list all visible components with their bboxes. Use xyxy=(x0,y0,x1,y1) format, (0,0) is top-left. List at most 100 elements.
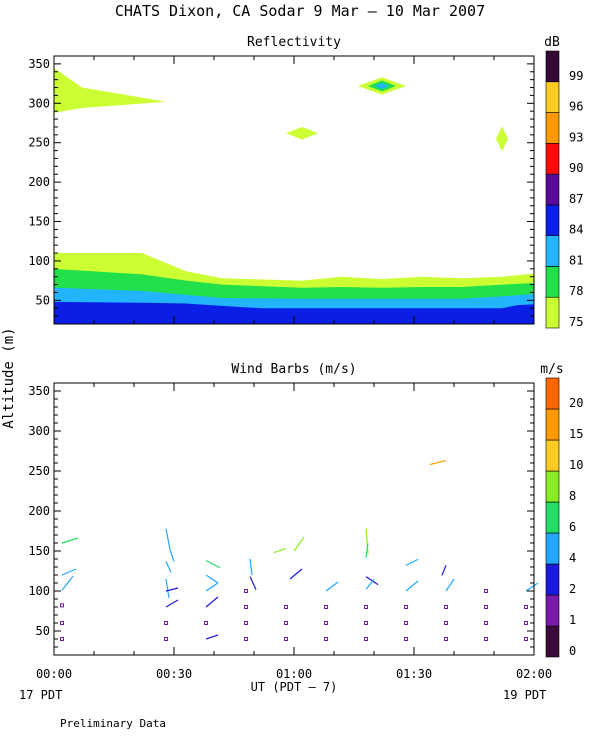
wind-barb-calm xyxy=(284,637,288,641)
footnote: Preliminary Data xyxy=(60,717,166,730)
wind-y-tick-label: 350 xyxy=(28,384,50,398)
wind-y-tick-label: 50 xyxy=(36,624,50,638)
wind-barb-calm xyxy=(204,621,208,625)
wind-barb-calm xyxy=(364,605,368,609)
reflectivity-plot-area xyxy=(54,67,534,324)
wind-barb xyxy=(205,582,219,592)
wind-y-tick-label: 250 xyxy=(28,464,50,478)
wind-barb xyxy=(249,558,253,576)
wind-barb-calm xyxy=(284,621,288,625)
reflectivity-colorbar-label: 78 xyxy=(569,284,583,298)
wind-colorbar-swatch xyxy=(545,377,560,410)
reflectivity-colorbar-label: 84 xyxy=(569,223,583,237)
wind-barb-calm xyxy=(404,621,408,625)
wind-y-tick-label: 100 xyxy=(28,584,50,598)
wind-y-tick-label: 300 xyxy=(28,424,50,438)
wind-colorbar: 0 1 2 4 6 8 10 15 20 m/s xyxy=(540,362,583,658)
wind-barb xyxy=(165,578,170,599)
wind-colorbar-label: 4 xyxy=(569,551,576,565)
wind-colorbar-swatch xyxy=(545,563,560,596)
wind-barb-calm xyxy=(60,637,64,641)
wind-barb xyxy=(405,580,419,592)
reflectivity-y-tick-label: 50 xyxy=(36,293,50,307)
wind-barb xyxy=(441,565,447,576)
reflectivity-y-tick-label: 350 xyxy=(28,57,50,71)
wind-barb xyxy=(205,560,221,569)
wind-barb xyxy=(445,578,455,592)
wind-colorbar-label: 1 xyxy=(569,613,576,627)
wind-barb xyxy=(205,596,219,608)
wind-barb-calm xyxy=(484,637,488,641)
wind-barb-calm xyxy=(244,637,248,641)
wind-frame xyxy=(53,382,535,656)
wind-barb xyxy=(293,536,305,552)
reflectivity-patch xyxy=(286,126,318,140)
wind-barb-calm xyxy=(284,605,288,609)
reflectivity-colorbar: 75 78 81 84 87 90 93 96 99 dB xyxy=(544,35,583,329)
wind-barb-calm xyxy=(60,603,64,608)
x-tick-label: 02:00 xyxy=(516,667,552,681)
wind-title: Wind Barbs (m/s) xyxy=(231,362,356,377)
reflectivity-colorbar-swatch xyxy=(545,173,560,206)
reflectivity-patch xyxy=(374,82,390,90)
wind-plot-area xyxy=(60,460,539,641)
wind-barb xyxy=(165,587,179,592)
wind-barb xyxy=(205,634,219,640)
wind-barb xyxy=(289,568,303,580)
wind-barb-calm xyxy=(164,637,168,641)
wind-barb xyxy=(273,548,287,554)
wind-barb xyxy=(165,599,179,608)
wind-colorbar-label: 20 xyxy=(569,396,583,410)
wind-colorbar-swatch xyxy=(545,501,560,534)
wind-barb xyxy=(205,574,219,584)
wind-barb xyxy=(365,576,379,586)
reflectivity-colorbar-swatch xyxy=(545,235,560,267)
wind-barb-calm xyxy=(444,637,448,641)
reflectivity-y-tick-label: 300 xyxy=(28,96,50,110)
wind-barb-calm xyxy=(444,605,448,609)
reflectivity-colorbar-swatch xyxy=(545,81,560,113)
x-tick-label: 00:30 xyxy=(156,667,192,681)
reflectivity-axes: 50 100 150 200 250 300 350 xyxy=(28,55,535,325)
wind-colorbar-label: 0 xyxy=(569,644,576,658)
reflectivity-y-tick-label: 200 xyxy=(28,175,50,189)
wind-barb xyxy=(325,581,339,592)
reflectivity-patch xyxy=(496,126,508,152)
wind-barb xyxy=(405,558,419,566)
reflectivity-colorbar-swatch xyxy=(545,112,560,144)
wind-colorbar-swatch xyxy=(545,532,560,565)
x-tick-label: 01:30 xyxy=(396,667,432,681)
wind-barb-calm xyxy=(524,621,528,625)
wind-barb-calm xyxy=(364,621,368,625)
reflectivity-colorbar-swatch xyxy=(545,143,560,175)
wind-y-tick-label: 150 xyxy=(28,544,50,558)
reflectivity-panel: Reflectivity 50 100 150 200 250 300 350 75 78 81… xyxy=(28,35,583,329)
wind-barb xyxy=(365,543,369,558)
reflectivity-patch xyxy=(54,67,166,113)
wind-colorbar-label: 2 xyxy=(569,582,576,596)
reflectivity-y-tick-label: 150 xyxy=(28,215,50,229)
wind-y-tick-label: 200 xyxy=(28,504,50,518)
wind-colorbar-label: 15 xyxy=(569,427,583,441)
wind-colorbar-swatch xyxy=(545,625,560,658)
wind-colorbar-unit: m/s xyxy=(540,362,563,377)
reflectivity-colorbar-label: 96 xyxy=(569,100,583,114)
wind-barb xyxy=(61,537,79,544)
x-tick-label: 00:00 xyxy=(36,667,72,681)
wind-barb xyxy=(429,460,447,466)
wind-panel: Wind Barbs (m/s) 50 100 150 200 250 300 350 0 1… xyxy=(28,362,583,658)
wind-barb-calm xyxy=(484,621,488,625)
y-axis-label: Altitude (m) xyxy=(1,327,17,428)
wind-barb xyxy=(165,561,172,573)
wind-barb xyxy=(169,549,175,562)
reflectivity-colorbar-label: 99 xyxy=(569,69,583,83)
wind-barb xyxy=(61,575,74,591)
wind-barb-calm xyxy=(404,605,408,609)
wind-barb-calm xyxy=(324,621,328,625)
reflectivity-colorbar-swatch xyxy=(545,296,560,329)
reflectivity-colorbar-label: 93 xyxy=(569,130,583,144)
x-tick-label: 01:00 xyxy=(276,667,312,681)
wind-axes: 50 100 150 200 250 300 350 xyxy=(28,382,535,656)
wind-colorbar-swatch xyxy=(545,470,560,503)
